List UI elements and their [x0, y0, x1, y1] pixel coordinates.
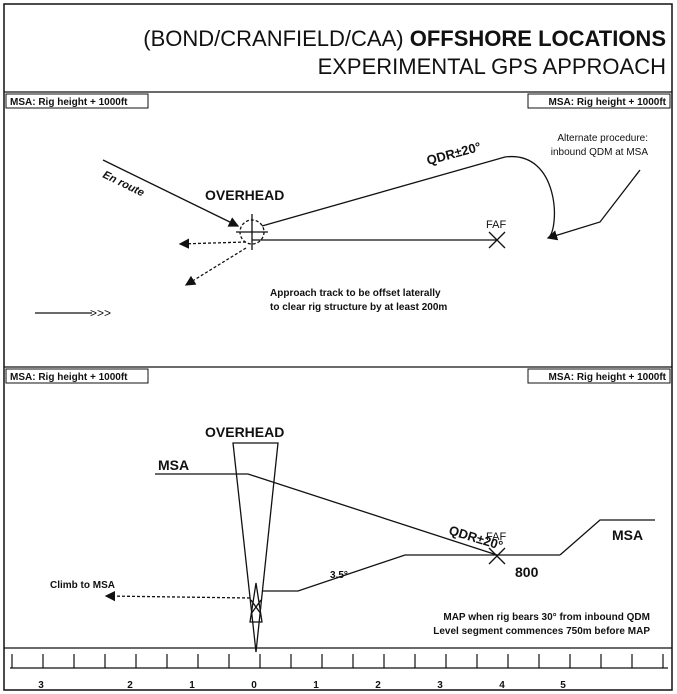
scale-label: 4 — [499, 680, 505, 691]
scale-ticks — [11, 654, 664, 668]
qdr-label: QDR±20° — [425, 139, 483, 168]
msa-box — [527, 368, 671, 384]
missed-approach — [178, 238, 247, 249]
scale-label: 0 — [251, 680, 257, 691]
scale-label: 2 — [127, 680, 133, 691]
altitude-label: 800 — [515, 564, 539, 580]
scale-label: 1 — [313, 680, 319, 691]
climb-profile — [262, 554, 560, 592]
msa-label: MSA: Rig height + 1000ft — [548, 97, 666, 108]
alternate-note: inbound QDM at MSA — [551, 147, 649, 158]
title-prefix: (BOND/CRANFIELD/CAA) — [143, 26, 403, 51]
en-route-track — [102, 159, 240, 227]
faf-cross — [488, 231, 506, 249]
map-note: Level segment commences 750m before MAP — [433, 626, 650, 637]
scale-label: 1 — [189, 680, 195, 691]
note: Approach track to be offset laterally — [270, 288, 441, 299]
alternate-note: Alternate procedure: — [557, 133, 648, 144]
overhead-cone — [232, 442, 279, 653]
scale-label: 5 — [560, 680, 566, 691]
subtitle: EXPERIMENTAL GPS APPROACH — [318, 54, 666, 79]
faf-label: FAF — [486, 219, 506, 231]
climb-arrow — [104, 590, 251, 602]
title-bold: OFFSHORE LOCATIONS — [410, 26, 666, 51]
rig-tower — [249, 582, 263, 623]
map-note: MAP when rig bears 30° from inbound QDM — [443, 612, 650, 623]
title: (BOND/CRANFIELD/CAA) OFFSHORE LOCATIONS — [143, 26, 666, 51]
en-route-label: En route — [101, 169, 146, 199]
msa-box — [5, 368, 149, 384]
racetrack — [261, 156, 556, 239]
scale-labels: 3 2 1 0 1 2 3 4 5 — [38, 680, 566, 691]
faf-cross — [488, 547, 506, 565]
frame — [3, 3, 673, 691]
msa-label: MSA — [158, 457, 189, 473]
overhead-label: OVERHEAD — [205, 187, 284, 203]
scale-label: 2 — [375, 680, 381, 691]
msa-label: MSA: Rig height + 1000ft — [548, 372, 666, 383]
overhead-label: OVERHEAD — [205, 424, 284, 440]
msa-label: MSA: Rig height + 1000ft — [10, 97, 128, 108]
msa-box — [527, 93, 671, 109]
scale-label: 3 — [38, 680, 44, 691]
msa-label: MSA: Rig height + 1000ft — [10, 372, 128, 383]
msa-box — [5, 93, 149, 109]
scale-label: 3 — [437, 680, 443, 691]
wind-arrow-head: >>> — [90, 306, 111, 320]
msa-climb — [559, 519, 655, 556]
angle-label: 3.5° — [330, 570, 348, 581]
alternate-arrow — [546, 169, 641, 241]
descent-path — [155, 473, 498, 556]
msa-label: MSA — [612, 527, 643, 543]
note: to clear rig structure by at least 200m — [270, 302, 447, 313]
climb-label: Climb to MSA — [50, 580, 115, 591]
faf-label: FAF — [486, 531, 506, 543]
missed-approach — [184, 247, 247, 286]
